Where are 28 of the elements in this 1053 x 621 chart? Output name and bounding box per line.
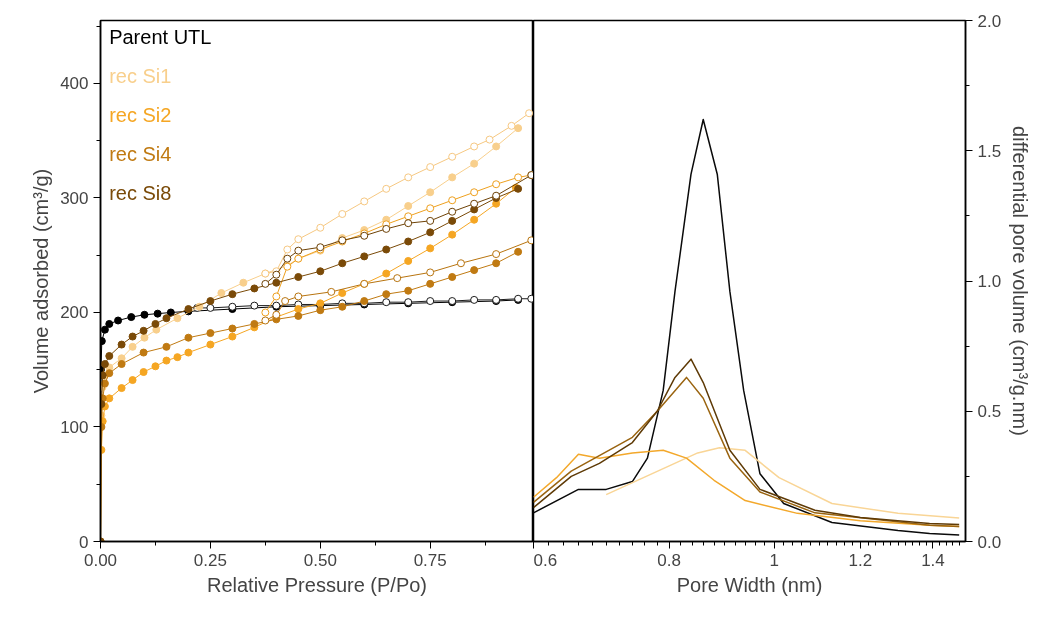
y2-tick-label: 0.5 [977, 402, 1002, 422]
x-tick-label: 0.8 [657, 550, 681, 570]
x-axis-title: Relative Pressure (P/Po) [206, 573, 428, 596]
text: rec Si2 [109, 103, 172, 126]
text: rec Si8 [109, 182, 172, 205]
x-tick-label: 1 [769, 550, 780, 570]
y-tick-label: 0 [79, 532, 89, 552]
y-tick-label: 400 [60, 74, 89, 94]
y2-tick-label: 2.0 [977, 11, 1002, 31]
y-tick-label: 300 [60, 188, 89, 208]
text: Parent UTL [109, 25, 212, 48]
y-tick-label: 200 [60, 303, 89, 323]
x-tick-label: 0.50 [303, 550, 337, 570]
x-axis-title: Pore Width (nm) [676, 573, 823, 596]
x-tick-label: 1.2 [848, 550, 873, 570]
y-tick-label: 100 [60, 417, 89, 437]
y2-tick-label: 1.0 [977, 272, 1002, 291]
x-tick-label: 1.4 [921, 550, 945, 570]
y2-tick-label: 0.0 [977, 532, 1002, 552]
text: rec Si4 [109, 142, 172, 165]
x-tick-label: 0.00 [83, 550, 118, 570]
y2-axis-title: differential pore volume (cm³/g.nm) [1009, 126, 1032, 436]
text: rec Si1 [109, 64, 172, 87]
x-tick-label: 0.25 [193, 550, 227, 570]
x-tick-label: 0.75 [413, 550, 447, 570]
y-axis-title: Volume adsorbed (cm³/g) [30, 168, 53, 394]
x-tick-label: 0.6 [533, 550, 558, 570]
y2-tick-label: 1.5 [977, 141, 1002, 161]
